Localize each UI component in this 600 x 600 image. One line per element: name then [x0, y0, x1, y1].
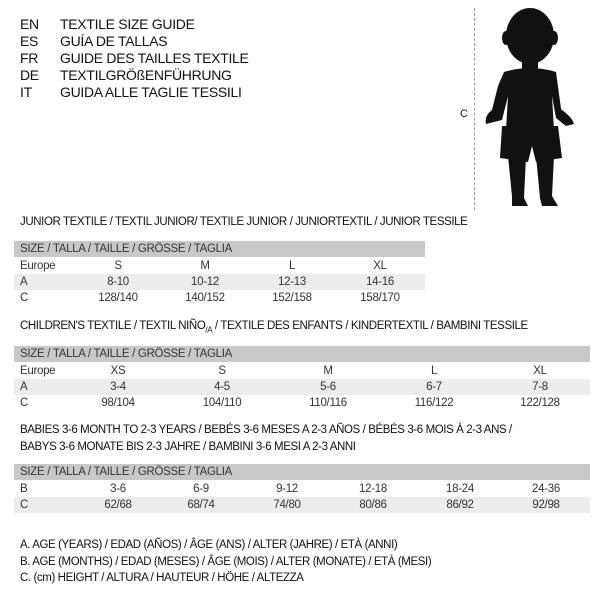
table-cell: 104/110 [202, 397, 242, 409]
table-cell: 116/122 [414, 397, 454, 409]
table-header: SIZE / TALLA / TAILLE / GRÖSSE / TAGLIA [14, 464, 590, 480]
lang-it: IT GUIDA ALLE TAGLIE TESSILI [20, 84, 242, 100]
table-cell: 9-12 [276, 483, 298, 495]
table-cell: 3-6 [110, 483, 126, 495]
table-cell: 140/152 [185, 292, 225, 304]
table-cell: L [430, 365, 438, 377]
table-cell: S [218, 365, 226, 377]
table-cell: 86/92 [446, 499, 474, 511]
table-cell: 3-4 [110, 381, 126, 393]
table-cell: 8-10 [107, 276, 129, 288]
legend-a: A. AGE (YEARS) / EDAD (AÑOS) / ÂGE (ANS)… [20, 539, 398, 551]
table-row: A 3-4 4-5 5-6 6-7 7-8 [14, 379, 590, 395]
child-silhouette-icon [485, 8, 574, 206]
children-size-table: SIZE / TALLA / TAILLE / GRÖSSE / TAGLIA … [14, 346, 590, 411]
table-cell: 92/98 [532, 499, 560, 511]
babies-size-table: SIZE / TALLA / TAILLE / GRÖSSE / TAGLIA … [14, 464, 590, 513]
lang-fr: FR GUIDE DES TAILLES TEXTILE [20, 50, 249, 66]
table-cell: 24-36 [532, 483, 560, 495]
table-cell: 14-16 [366, 276, 394, 288]
table-cell: 62/68 [104, 499, 132, 511]
table-cell: M [323, 365, 333, 377]
table-row: C 62/68 68/74 74/80 80/86 86/92 92/98 [14, 497, 590, 513]
table-cell: 7-8 [532, 381, 548, 393]
height-measure-label: C [460, 108, 468, 120]
table-cell: XL [373, 260, 387, 272]
table-row: Europe XS S M L XL [20, 365, 547, 377]
height-measure-line [474, 8, 475, 210]
junior-section-title: JUNIOR TEXTILE / TEXTIL JUNIOR/ TEXTILE … [20, 216, 468, 228]
table-cell: XS [110, 365, 126, 377]
table-cell: 12-13 [278, 276, 306, 288]
table-cell: XL [533, 365, 547, 377]
table-cell: S [114, 260, 122, 272]
legend-c: C. (cm) HEIGHT / ALTURA / HAUTEUR / HÖHE… [20, 572, 304, 584]
table-cell: 4-5 [214, 381, 230, 393]
babies-section-title-line2: BABYS 3-6 MONATE BIS 2-3 JAHRE / BAMBINI… [20, 441, 356, 453]
table-cell: 10-12 [191, 276, 219, 288]
table-header: SIZE / TALLA / TAILLE / GRÖSSE / TAGLIA [14, 346, 590, 362]
junior-size-table: SIZE / TALLA / TAILLE / GRÖSSE / TAGLIA … [14, 241, 425, 306]
lang-es: ES GUÍA DE TALLAS [20, 33, 168, 49]
table-row: C 98/104 104/110 110/116 116/122 122/128 [20, 397, 560, 409]
children-section-title: CHILDREN'S TEXTILE / TEXTIL NIÑO/A / TEX… [20, 320, 528, 335]
table-cell: 12-18 [359, 483, 387, 495]
table-cell: 152/158 [272, 292, 312, 304]
table-cell: 5-6 [320, 381, 336, 393]
table-row: A 8-10 10-12 12-13 14-16 [14, 274, 425, 290]
table-cell: L [288, 260, 296, 272]
table-cell: M [200, 260, 210, 272]
table-cell: 74/80 [273, 499, 301, 511]
table-cell: 18-24 [446, 483, 474, 495]
table-cell: 98/104 [101, 397, 135, 409]
table-cell: 128/140 [98, 292, 138, 304]
table-row: B 3-6 6-9 9-12 12-18 18-24 24-36 [20, 483, 560, 495]
table-cell: 80/86 [359, 499, 387, 511]
babies-section-title-line1: BABIES 3-6 MONTH TO 2-3 YEARS / BEBÉS 3-… [20, 424, 512, 436]
lang-de: DE TEXTILGRÖßENFÜHRUNG [20, 67, 232, 83]
table-row: C 128/140 140/152 152/158 158/170 [20, 292, 400, 304]
legend-b: B. AGE (MONTHS) / EDAD (MESES) / ÂGE (MO… [20, 556, 432, 568]
table-cell: 6-7 [426, 381, 442, 393]
table-cell: 122/128 [520, 397, 560, 409]
table-row: Europe S M L XL [20, 260, 387, 272]
lang-en: EN TEXTILE SIZE GUIDE [20, 16, 195, 32]
table-cell: 110/116 [309, 397, 347, 409]
table-header: SIZE / TALLA / TAILLE / GRÖSSE / TAGLIA [14, 241, 425, 257]
table-cell: 158/170 [360, 292, 400, 304]
table-cell: 68/74 [187, 499, 215, 511]
table-cell: 6-9 [193, 483, 209, 495]
